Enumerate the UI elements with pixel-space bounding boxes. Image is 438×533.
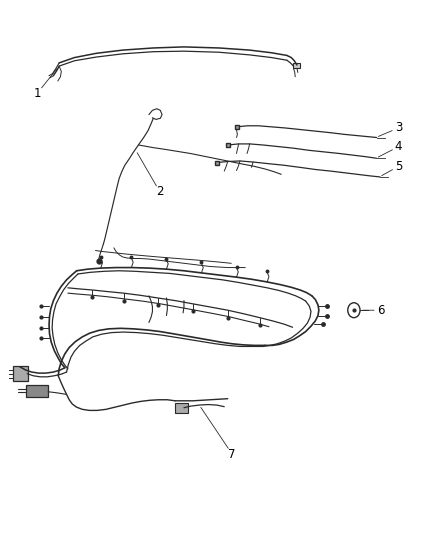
FancyBboxPatch shape — [13, 366, 28, 381]
Text: 6: 6 — [377, 304, 385, 317]
FancyBboxPatch shape — [26, 385, 48, 397]
Circle shape — [348, 303, 360, 318]
Text: 3: 3 — [395, 122, 402, 134]
Text: 7: 7 — [228, 448, 236, 461]
Text: 4: 4 — [395, 140, 403, 153]
Text: 2: 2 — [156, 185, 164, 198]
Text: 1: 1 — [33, 87, 41, 100]
FancyBboxPatch shape — [175, 403, 188, 413]
Text: 5: 5 — [395, 160, 402, 173]
FancyBboxPatch shape — [293, 63, 300, 68]
